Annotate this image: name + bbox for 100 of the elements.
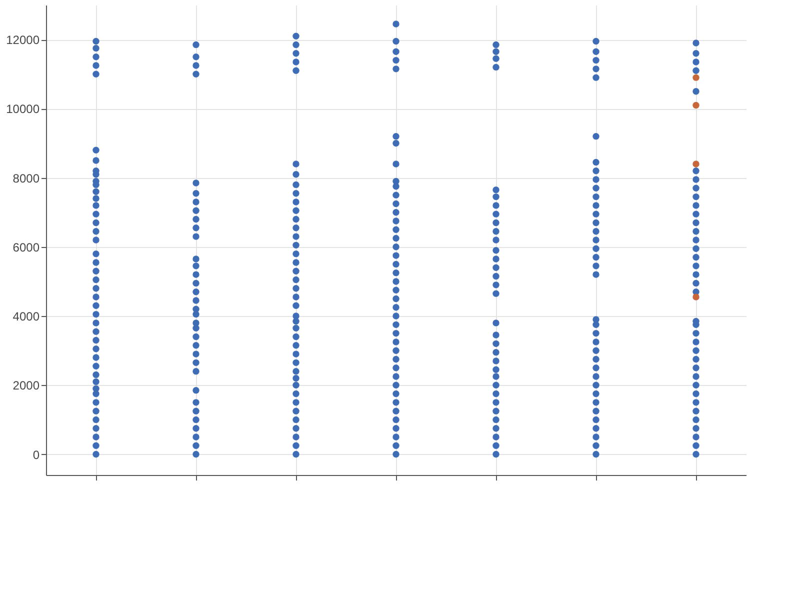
point	[692, 219, 700, 226]
point	[592, 364, 600, 372]
point	[92, 450, 100, 458]
point	[92, 416, 100, 424]
point	[292, 250, 300, 258]
point	[492, 64, 500, 71]
point	[192, 434, 200, 440]
point	[592, 66, 600, 72]
y-tick-label: 2000	[12, 378, 40, 393]
point	[292, 416, 300, 424]
point	[192, 280, 200, 287]
point	[692, 294, 700, 300]
point	[492, 348, 500, 356]
point	[192, 62, 200, 69]
point	[92, 434, 100, 440]
point	[592, 228, 600, 235]
point	[392, 20, 400, 28]
y-tick-label: 6000	[12, 240, 40, 254]
point	[692, 373, 700, 380]
point	[592, 399, 600, 406]
point	[492, 247, 500, 254]
point	[392, 226, 400, 233]
point	[92, 38, 100, 45]
point	[592, 56, 600, 64]
point	[592, 219, 600, 226]
point	[592, 74, 600, 81]
point	[292, 170, 300, 178]
point	[292, 181, 300, 188]
point	[692, 210, 700, 218]
point	[392, 295, 400, 302]
point	[292, 276, 300, 284]
point	[492, 442, 500, 449]
point	[492, 416, 500, 424]
point	[392, 364, 400, 372]
point	[592, 416, 600, 424]
point	[292, 333, 300, 340]
point	[492, 373, 500, 380]
point	[492, 264, 500, 271]
point	[192, 320, 200, 326]
point	[692, 450, 700, 458]
point	[592, 236, 600, 244]
point	[592, 347, 600, 354]
point	[192, 350, 200, 358]
point	[692, 168, 700, 174]
point	[192, 368, 200, 375]
point	[692, 271, 700, 278]
point	[692, 280, 700, 287]
point	[692, 67, 700, 74]
point	[392, 304, 400, 311]
point	[92, 62, 100, 69]
point	[392, 56, 400, 64]
point	[192, 342, 200, 349]
point	[592, 356, 600, 363]
point	[192, 53, 200, 60]
point	[692, 245, 700, 252]
point	[492, 434, 500, 440]
point	[392, 382, 400, 388]
point	[192, 359, 200, 366]
point	[92, 188, 100, 195]
point	[392, 132, 400, 140]
point	[692, 356, 700, 363]
point	[692, 202, 700, 209]
point	[192, 70, 200, 78]
point	[92, 259, 100, 266]
point	[692, 338, 700, 346]
point	[192, 425, 200, 432]
point	[392, 434, 400, 440]
point	[292, 390, 300, 398]
point	[292, 342, 300, 349]
point	[92, 157, 100, 164]
point	[492, 332, 500, 338]
point	[592, 132, 600, 140]
point	[392, 390, 400, 398]
point	[492, 272, 500, 280]
point	[592, 425, 600, 432]
point	[392, 178, 400, 185]
point	[692, 40, 700, 46]
point	[592, 48, 600, 55]
point	[292, 160, 300, 168]
point	[692, 74, 700, 81]
point	[592, 184, 600, 192]
point	[492, 408, 500, 414]
point	[392, 244, 400, 250]
point	[292, 198, 300, 206]
point	[192, 216, 200, 223]
point	[692, 184, 700, 192]
point	[692, 416, 700, 424]
point	[392, 312, 400, 320]
point	[492, 382, 500, 388]
point	[392, 450, 400, 458]
point	[92, 354, 100, 361]
point	[492, 41, 500, 48]
point	[292, 242, 300, 249]
point	[292, 350, 300, 358]
point	[292, 374, 300, 382]
point	[592, 158, 600, 166]
point	[92, 210, 100, 218]
y-tick-label: 4000	[12, 310, 40, 324]
point	[292, 382, 300, 388]
point	[292, 268, 300, 274]
